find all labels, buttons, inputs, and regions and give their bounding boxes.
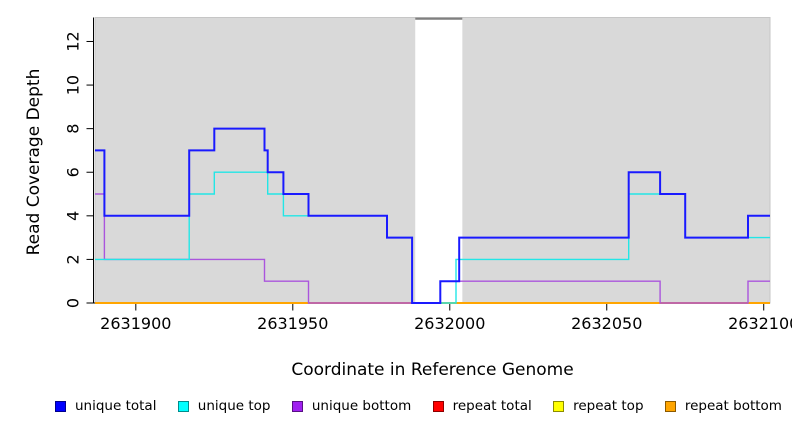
legend-swatch-icon bbox=[291, 400, 303, 412]
legend-item-repeat-top: repeat top bbox=[553, 398, 644, 414]
legend-item-unique-bottom: unique bottom bbox=[291, 398, 412, 414]
legend-label: unique bottom bbox=[311, 398, 412, 414]
legend-swatch-icon bbox=[664, 400, 676, 412]
legend-label: repeat top bbox=[573, 398, 644, 414]
y-tick-label: 12 bbox=[64, 31, 83, 51]
y-tick-label: 6 bbox=[64, 167, 83, 177]
legend-item-repeat-total: repeat total bbox=[432, 398, 532, 414]
legend-swatch-icon bbox=[55, 400, 66, 412]
legend-label: repeat bottom bbox=[684, 398, 782, 414]
y-tick-label: 10 bbox=[64, 75, 83, 95]
x-axis-label: Coordinate in Reference Genome bbox=[291, 360, 574, 380]
legend-label: unique total bbox=[75, 398, 157, 414]
series-unique-total bbox=[95, 127, 770, 304]
gap-band bbox=[415, 18, 463, 303]
legend-label: unique top bbox=[197, 398, 271, 414]
x-tick-label: 2632000 bbox=[414, 314, 485, 333]
y-tick-label: 0 bbox=[64, 298, 83, 308]
legend-item-repeat-bottom: repeat bottom bbox=[664, 398, 782, 414]
x-tick-label: 2632100 bbox=[728, 314, 792, 333]
y-axis-label: Read Coverage Depth bbox=[24, 68, 44, 256]
legend-item-unique-top: unique top bbox=[177, 398, 271, 414]
y-tick-label: 2 bbox=[64, 254, 83, 264]
x-tick-label: 2631900 bbox=[100, 314, 171, 333]
legend-swatch-icon bbox=[177, 400, 189, 412]
legend: unique total unique top unique bottom repea… bbox=[0, 398, 792, 414]
x-tick-label: 2631950 bbox=[257, 314, 328, 333]
legend-label: repeat total bbox=[452, 398, 532, 414]
legend-swatch-icon bbox=[553, 400, 565, 412]
y-tick-label: 8 bbox=[64, 124, 83, 134]
y-tick-label: 4 bbox=[64, 211, 83, 221]
legend-item-unique-total: unique total bbox=[55, 398, 156, 414]
plot-area: 0 2 4 6 8 10 12 2631900 2631950 2632000 2632050 263… bbox=[64, 17, 792, 333]
x-tick-label: 2632050 bbox=[571, 314, 642, 333]
legend-swatch-icon bbox=[432, 400, 444, 412]
